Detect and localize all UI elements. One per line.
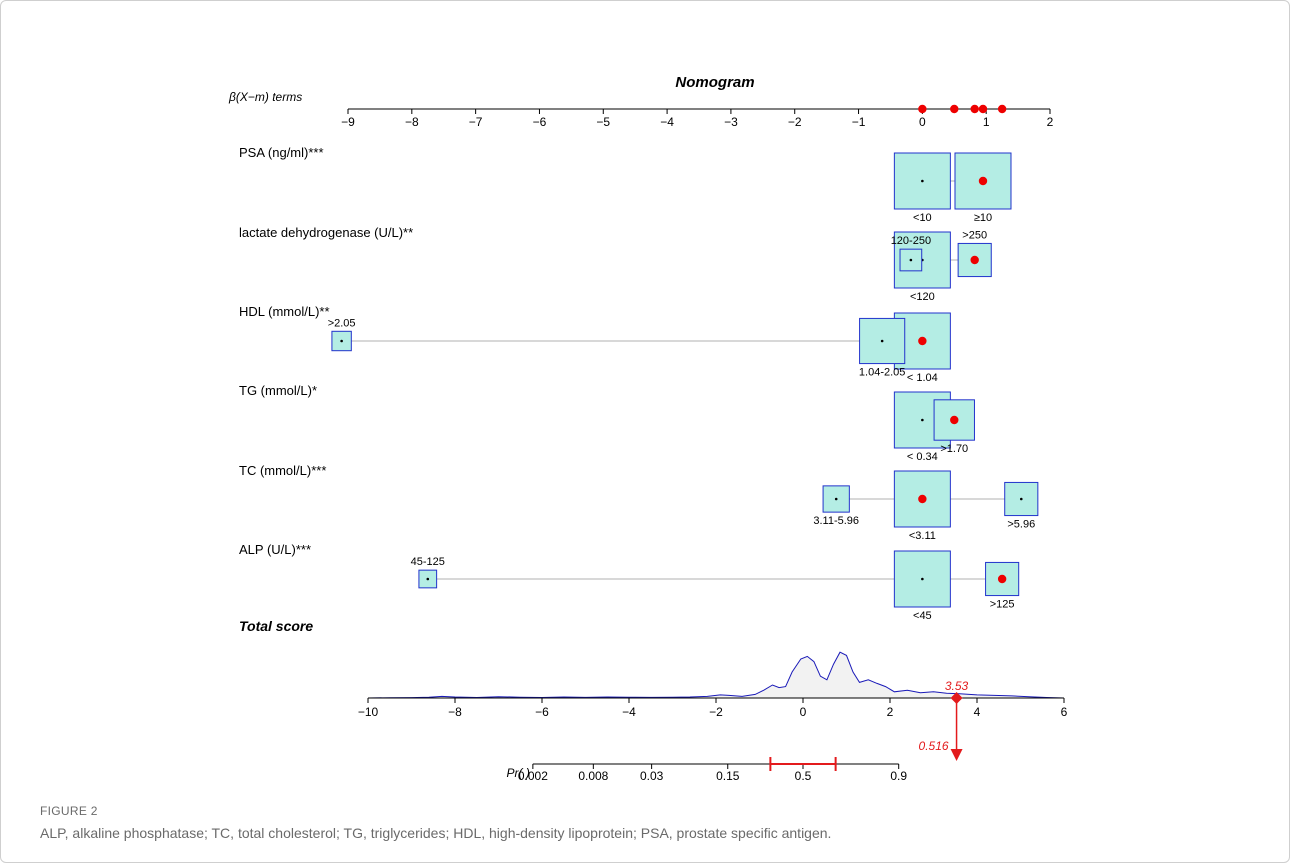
level-label: >2.05 — [328, 317, 356, 329]
level-label: >250 — [962, 229, 987, 241]
level-label: 3.11-5.96 — [813, 515, 859, 527]
level-label: >5.96 — [1007, 519, 1035, 531]
selected-level-point — [970, 255, 979, 265]
prediction-annotation: 3.53 0.516 — [769, 679, 969, 771]
level-label: ≥10 — [974, 212, 992, 224]
level-dot — [880, 339, 884, 343]
variable-label: lactate dehydrogenase (U/L)** — [239, 225, 413, 240]
level-label: < 1.04 — [907, 372, 938, 384]
beta-axis: −9 −8 −7 −6 −5 −4 −3 −2 −1 0 1 2 — [341, 108, 1054, 129]
beta-point — [918, 104, 927, 114]
level-label: <120 — [910, 291, 935, 303]
beta-tick-label: −1 — [852, 115, 866, 129]
selected-level-point — [918, 336, 927, 346]
variable-row: ALP (U/L)*** <45 >125 45-125 — [239, 542, 1020, 622]
beta-tick-label: −3 — [724, 115, 738, 129]
probability-tick-label: 0.15 — [716, 769, 740, 783]
level-box — [893, 550, 951, 608]
score-tick-label: 4 — [974, 705, 981, 719]
beta-tick-label: 1 — [983, 115, 990, 129]
level-dot — [921, 418, 924, 422]
level-dot — [909, 258, 913, 262]
variable-row: TC (mmol/L)*** <3.11 >5.96 3.11-5.96 — [239, 463, 1039, 542]
beta-axis-label: β(X−m) terms — [228, 90, 302, 104]
variable-label: TG (mmol/L)* — [239, 383, 317, 398]
score-tick-label: −2 — [709, 705, 723, 719]
beta-tick-label: −5 — [596, 115, 610, 129]
level-dot — [921, 577, 924, 581]
level-box — [1004, 481, 1039, 517]
figure-label: FIGURE 2 — [40, 804, 98, 818]
level-dot — [834, 497, 838, 501]
score-tick-label: −4 — [622, 705, 636, 719]
variable-label: PSA (ng/ml)*** — [239, 145, 324, 160]
total-score-label: Total score — [239, 618, 313, 634]
score-tick-label: −10 — [358, 705, 379, 719]
level-dot — [426, 577, 430, 581]
score-tick-label: 0 — [800, 705, 807, 719]
beta-point — [970, 104, 979, 114]
score-tick-label: −6 — [535, 705, 549, 719]
variable-row: TG (mmol/L)* < 0.34>1.70 — [239, 383, 975, 463]
level-label: 1.04-2.05 — [859, 367, 905, 379]
score-tick-label: −8 — [448, 705, 462, 719]
score-tick-label: 6 — [1061, 705, 1068, 719]
level-label: 45-125 — [411, 556, 445, 568]
probability-value-label: 0.516 — [919, 739, 949, 753]
selected-level-point — [950, 415, 959, 425]
probability-axis: 0.002 0.008 0.03 0.15 0.5 0.9 Pr( ) — [507, 763, 907, 783]
variable-label: ALP (U/L)*** — [239, 542, 311, 557]
level-label: < 0.34 — [907, 451, 938, 463]
level-label: <10 — [913, 212, 932, 224]
level-dot — [340, 339, 343, 343]
variable-label: HDL (mmol/L)** — [239, 304, 330, 319]
beta-point — [997, 104, 1007, 114]
beta-tick-label: 2 — [1047, 115, 1054, 129]
beta-point — [950, 104, 959, 114]
beta-tick-label: −2 — [788, 115, 802, 129]
probability-tick-label: 0.002 — [518, 769, 548, 783]
variable-row: HDL (mmol/L)** < 1.041.04-2.05 >2.05 — [239, 304, 951, 384]
beta-point — [978, 104, 988, 114]
beta-tick-label: −4 — [660, 115, 674, 129]
probability-axis-label: Pr( ) — [507, 766, 530, 780]
level-label: <45 — [913, 610, 932, 622]
variable-row: PSA (ng/ml)*** <10 ≥10 — [239, 145, 1012, 224]
probability-tick-label: 0.008 — [578, 769, 608, 783]
selected-level-point — [997, 574, 1007, 584]
level-label: 120-250 — [891, 235, 931, 247]
density-curve — [367, 651, 1065, 699]
selected-level-point — [918, 494, 927, 504]
probability-marker — [950, 749, 963, 761]
density-line — [367, 651, 1065, 699]
probability-tick-label: 0.9 — [890, 769, 907, 783]
beta-tick-label: −9 — [341, 115, 355, 129]
figure-caption: ALP, alkaline phosphatase; TC, total cho… — [40, 825, 832, 841]
probability-tick-label: 0.03 — [640, 769, 664, 783]
chart-title: Nomogram — [675, 74, 754, 91]
selected-level-point — [978, 176, 988, 186]
level-label: <3.11 — [909, 530, 936, 542]
score-value-label: 3.53 — [945, 679, 969, 693]
probability-tick-label: 0.5 — [795, 769, 812, 783]
score-marker — [950, 692, 963, 704]
beta-tick-label: 0 — [919, 115, 926, 129]
beta-tick-label: −7 — [469, 115, 483, 129]
score-tick-label: 2 — [887, 705, 894, 719]
variable-row: lactate dehydrogenase (U/L)** <120 >250 120… — [239, 225, 992, 303]
total-score-axis: −10 −8 −6 −4 −2 0 2 4 6 — [358, 697, 1068, 719]
level-label: >1.70 — [940, 443, 968, 455]
level-label: >125 — [990, 599, 1015, 611]
level-dot — [921, 179, 924, 183]
beta-points — [918, 104, 1007, 114]
beta-tick-label: −8 — [405, 115, 419, 129]
level-dot — [1019, 497, 1023, 501]
variable-label: TC (mmol/L)*** — [239, 463, 326, 478]
beta-tick-label: −6 — [533, 115, 547, 129]
